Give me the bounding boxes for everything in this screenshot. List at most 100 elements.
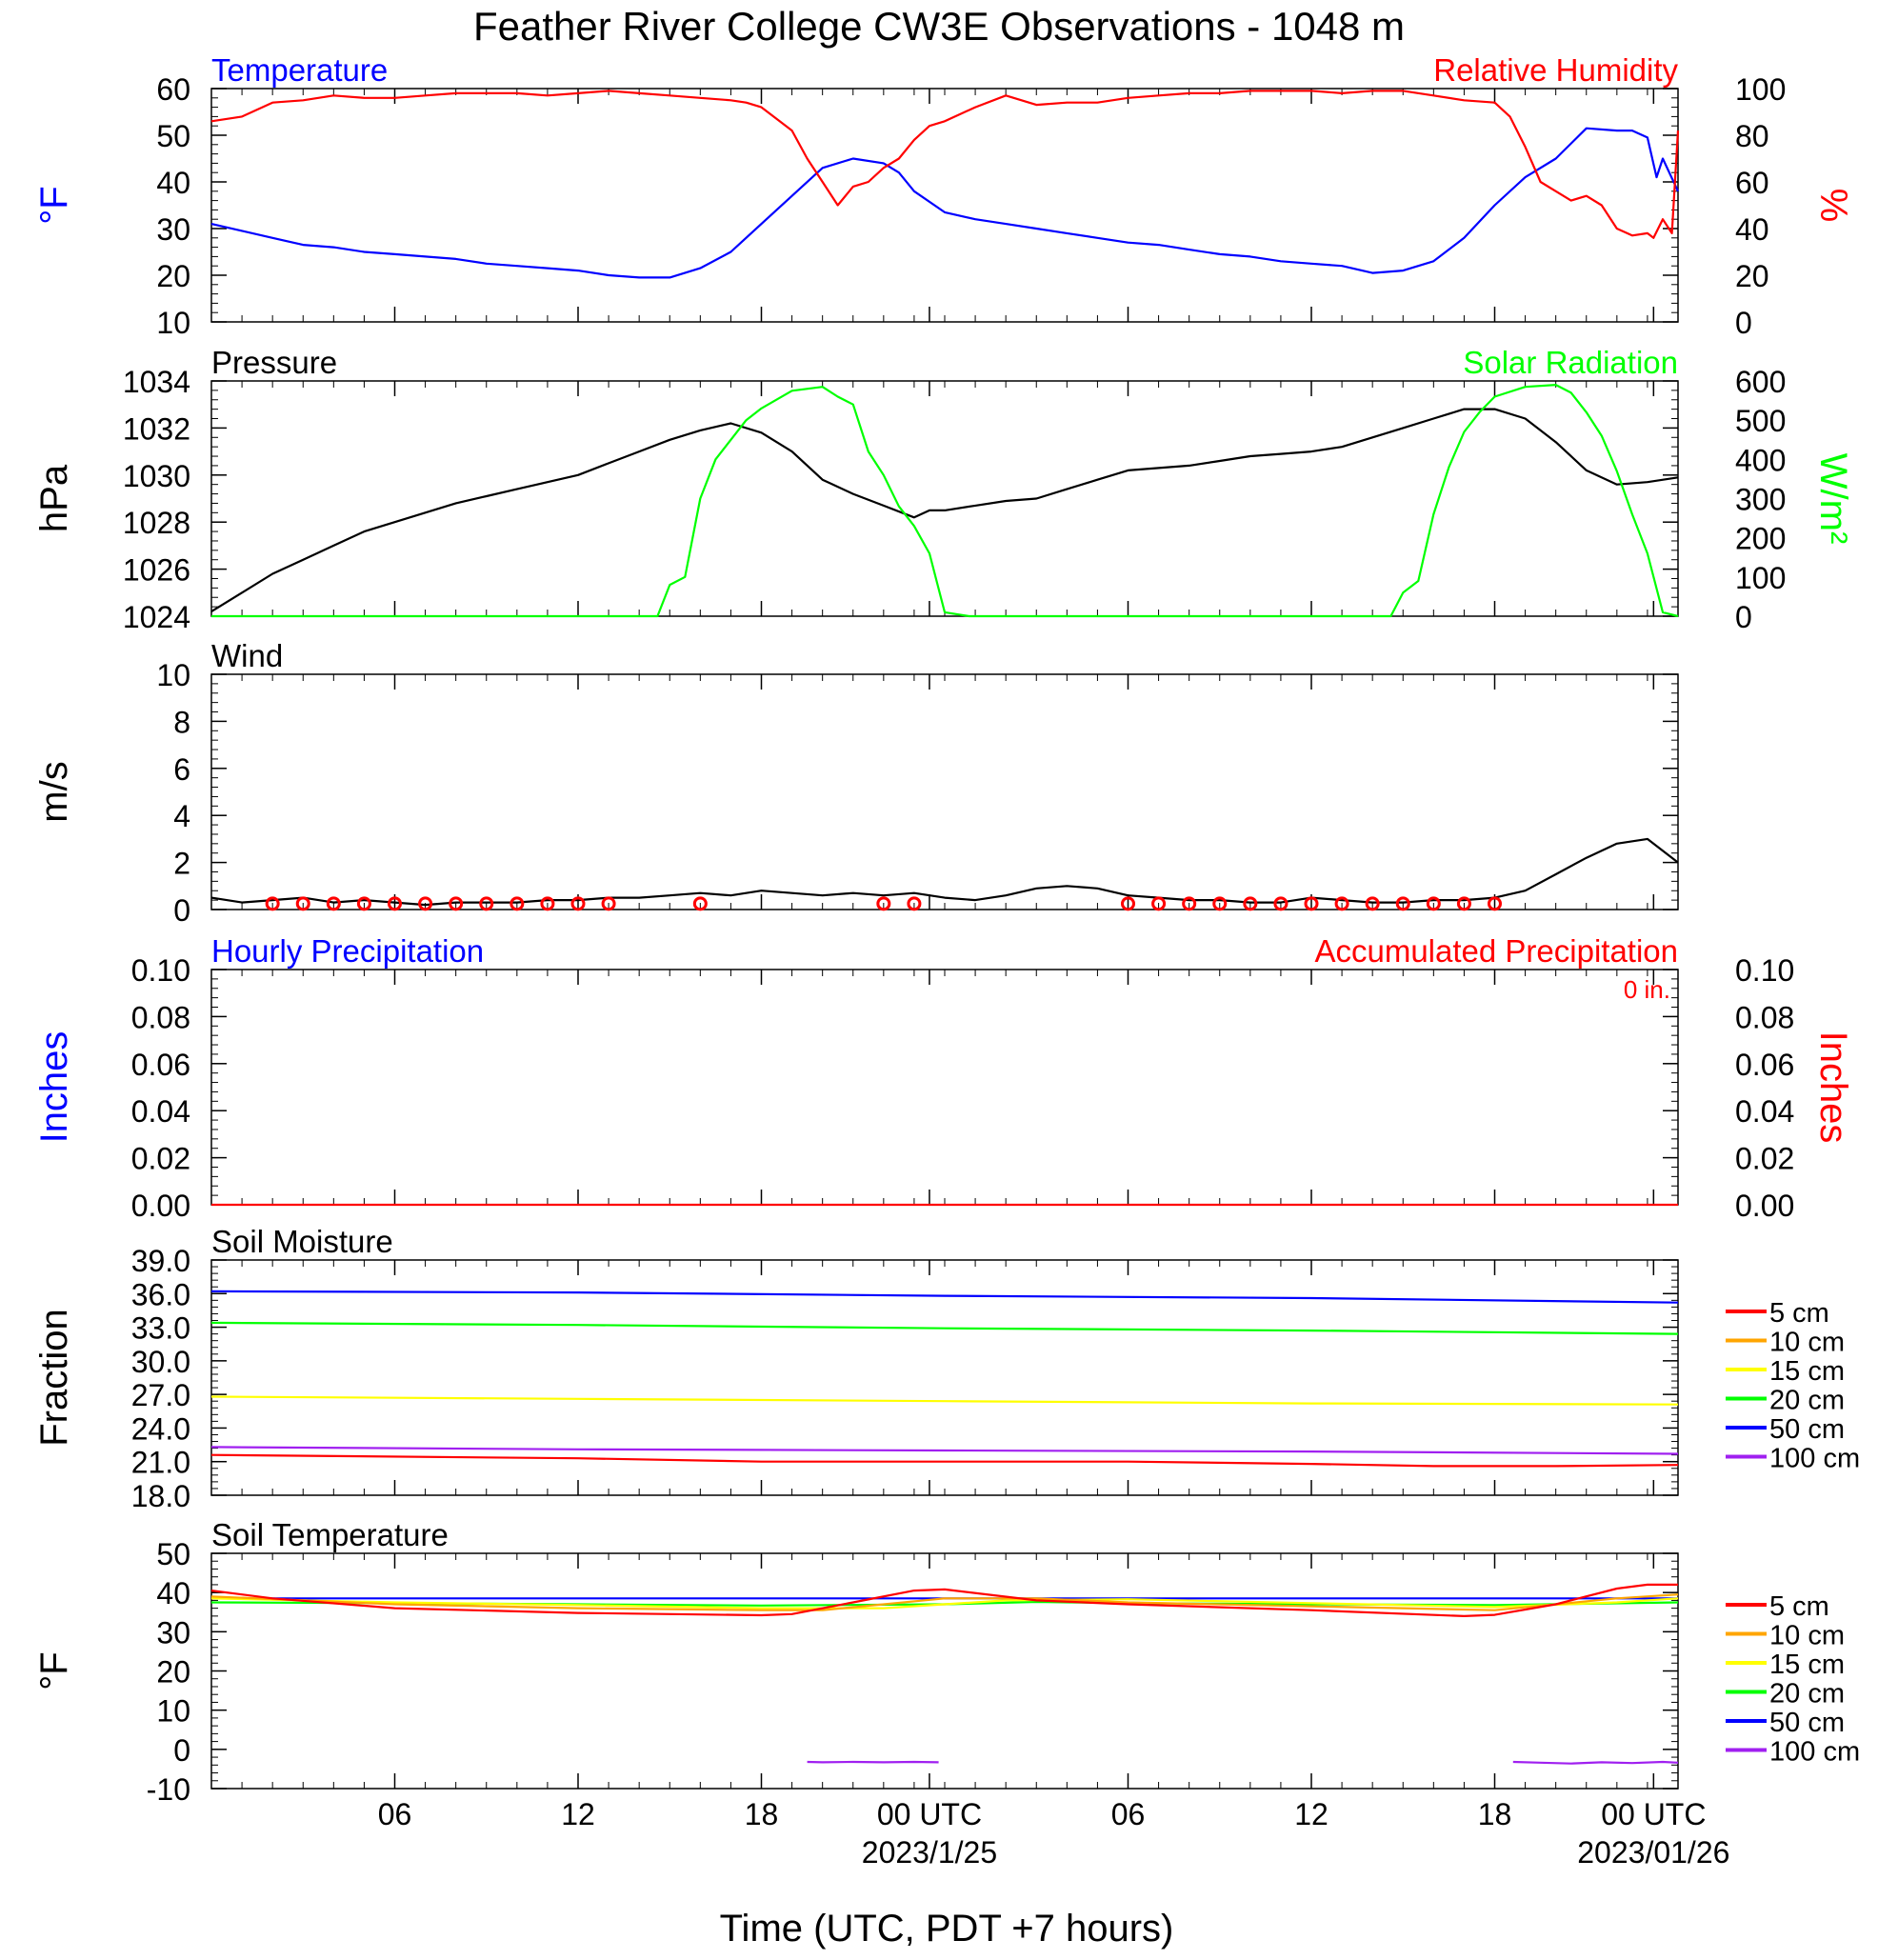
y-left-tick-label: 10 — [156, 306, 190, 340]
panel-pressure_solar: 1024 1026 1028 1030 1032 1034 0 100 200 300 400 500… — [33, 345, 1854, 634]
y-right-tick-label: 400 — [1735, 443, 1786, 477]
wind-barb-calm — [601, 896, 616, 911]
y-left-tick-label: 1026 — [123, 553, 190, 588]
wind-barb-calm — [449, 896, 464, 911]
legend-label: 20 cm — [1769, 1679, 1845, 1710]
y-left-axis-label: °F — [33, 186, 75, 224]
y-right-tick-label: 100 — [1735, 72, 1786, 107]
y-left-tick-label: 0 — [173, 1733, 190, 1768]
series-line-50-cm — [210, 1290, 1679, 1304]
y-left-tick-label: 40 — [156, 1576, 190, 1610]
y-left-tick-label: 60 — [156, 72, 190, 107]
y-left-tick-label: 50 — [156, 119, 190, 153]
series-line-100-cm — [210, 1446, 1679, 1455]
panel-temp_rh: 10 20 30 40 50 60 0 20 40 60 80 100 Temperature Relat… — [33, 52, 1854, 340]
x-tick-label: 00 UTC — [1601, 1797, 1706, 1831]
y-left-tick-label: 1024 — [123, 600, 190, 634]
y-left-tick-label: 30.0 — [131, 1345, 190, 1379]
legend-label: 15 cm — [1769, 1650, 1845, 1680]
wind-barb-calm — [1365, 896, 1380, 911]
wind-barb-calm — [1395, 896, 1410, 911]
x-axis: 06 12 18 00 UTC 2023/1/25 06 12 18 00 UTC 2023/01… — [378, 1797, 1730, 1870]
legend-label: 100 cm — [1769, 1737, 1860, 1768]
y-right-tick-label: 300 — [1735, 483, 1786, 517]
legend-label: 15 cm — [1769, 1356, 1845, 1387]
y-left-axis-label: hPa — [33, 464, 75, 532]
wind-barb-calm — [295, 896, 310, 911]
y-left-tick-label: 30 — [156, 212, 190, 247]
series-line-20-cm — [210, 1321, 1679, 1335]
y-right-tick-label: 0.08 — [1735, 1000, 1794, 1034]
wind-barb-calm — [509, 896, 525, 911]
y-left-axis-label: Fraction — [33, 1309, 75, 1447]
series-line-relative-humidity — [210, 90, 1680, 239]
y-right-tick-label: 0.04 — [1735, 1094, 1794, 1129]
panel-frame — [210, 380, 1679, 617]
series-line-solar-radiation — [211, 384, 1679, 618]
y-left-tick-label: 1034 — [123, 365, 190, 399]
y-left-tick-label: 20 — [156, 1655, 190, 1690]
y-left-axis-label: Inches — [33, 1031, 75, 1144]
y-right-tick-label: 600 — [1735, 365, 1786, 399]
wind-barb-calm — [356, 896, 371, 911]
y-right-axis-label: W/m² — [1812, 453, 1854, 545]
y-left-tick-label: 8 — [173, 705, 190, 739]
panel-title-right: Solar Radiation — [1463, 345, 1678, 380]
y-left-tick-label: 18.0 — [131, 1479, 190, 1513]
wind-barb-calm — [570, 896, 586, 911]
wind-barb-calm — [907, 896, 922, 911]
panel-soil_moisture: 18.021.024.027.030.033.036.039.0 Soil Moi… — [33, 1224, 1860, 1513]
wind-barb-calm — [876, 896, 891, 911]
y-left-tick-label: 36.0 — [131, 1277, 190, 1311]
y-left-tick-label: 4 — [173, 799, 190, 833]
x-tick-label: 12 — [1294, 1797, 1329, 1831]
panel-title-left: Hourly Precipitation — [211, 933, 484, 969]
figure-title: Feather River College CW3E Observations … — [473, 4, 1405, 49]
x-tick-label: 18 — [745, 1797, 779, 1831]
y-left-tick-label: 0.00 — [131, 1189, 190, 1223]
legend-label: 10 cm — [1769, 1621, 1845, 1651]
series-line-15-cm — [210, 1395, 1679, 1406]
y-left-tick-label: 1028 — [123, 506, 190, 540]
y-right-tick-label: 0.00 — [1735, 1189, 1794, 1223]
series-line-15-cm — [210, 1597, 1679, 1610]
y-left-tick-label: 0.02 — [131, 1142, 190, 1176]
wind-barb-calm — [692, 896, 708, 911]
wind-barb-calm — [1426, 896, 1441, 911]
y-left-tick-label: -10 — [147, 1772, 190, 1807]
panel-frame — [210, 673, 1679, 910]
panel-title-left: Wind — [211, 638, 283, 673]
y-right-tick-label: 100 — [1735, 561, 1786, 595]
y-left-tick-label: 2 — [173, 847, 190, 881]
legend-label: 20 cm — [1769, 1386, 1845, 1416]
panel-frame — [210, 969, 1679, 1206]
x-axis-label: Time (UTC, PDT +7 hours) — [720, 1908, 1174, 1950]
y-left-tick-label: 10 — [156, 1694, 190, 1729]
y-left-tick-label: 0.04 — [131, 1094, 190, 1129]
wind-barb-calm — [1488, 896, 1502, 911]
panel-frame — [210, 88, 1679, 323]
wind-barb-calm — [1121, 896, 1135, 911]
y-right-tick-label: 0 — [1735, 600, 1752, 634]
panel-title-right: Relative Humidity — [1433, 52, 1678, 88]
y-right-tick-label: 0.06 — [1735, 1048, 1794, 1082]
panel-title-left: Temperature — [211, 52, 388, 88]
wind-barb-calm — [479, 896, 494, 911]
y-right-axis-label: % — [1812, 189, 1854, 223]
y-left-tick-label: 0.10 — [131, 953, 190, 988]
y-right-tick-label: 500 — [1735, 404, 1786, 438]
y-left-tick-label: 0 — [173, 893, 190, 928]
wind-barb-calm — [1212, 896, 1228, 911]
y-left-tick-label: 21.0 — [131, 1446, 190, 1480]
x-tick-label: 00 UTC — [877, 1797, 982, 1831]
y-left-tick-label: 33.0 — [131, 1311, 190, 1346]
x-tick-label: 18 — [1478, 1797, 1512, 1831]
y-right-tick-label: 0.10 — [1735, 953, 1794, 988]
wind-barb-calm — [1334, 896, 1349, 911]
x-tick-label: 06 — [378, 1797, 412, 1831]
x-tick-date: 2023/1/25 — [862, 1835, 997, 1870]
y-left-tick-label: 6 — [173, 752, 190, 787]
